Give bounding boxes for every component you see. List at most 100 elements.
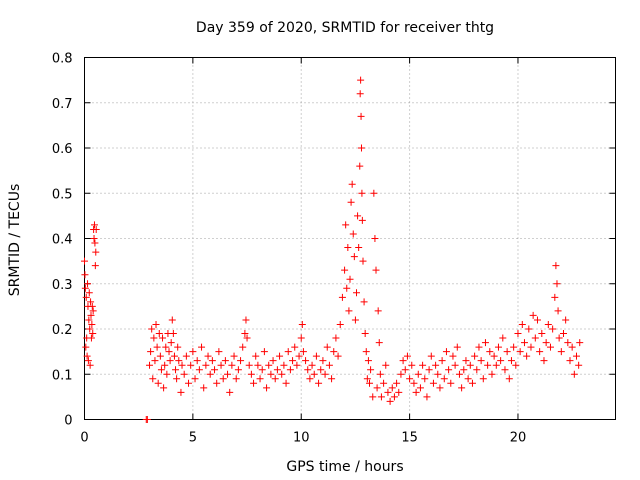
data-point xyxy=(92,225,100,233)
data-point xyxy=(86,361,94,369)
data-point xyxy=(466,361,474,369)
data-point xyxy=(243,334,251,342)
data-point xyxy=(421,375,429,383)
data-point xyxy=(83,352,91,360)
data-point xyxy=(254,361,262,369)
data-point xyxy=(88,302,96,310)
data-point xyxy=(289,357,297,365)
data-point xyxy=(280,361,288,369)
data-point xyxy=(208,357,216,365)
data-point xyxy=(228,361,236,369)
x-tick-label: 10 xyxy=(293,431,310,446)
data-point xyxy=(481,339,489,347)
data-point xyxy=(445,366,453,374)
data-point xyxy=(357,76,365,84)
data-point xyxy=(325,361,333,369)
data-point xyxy=(570,370,578,378)
data-point xyxy=(87,334,95,342)
data-point xyxy=(356,162,364,170)
data-point xyxy=(549,325,557,333)
data-point xyxy=(416,384,424,392)
data-point xyxy=(518,320,526,328)
data-point xyxy=(237,357,245,365)
data-point xyxy=(440,375,448,383)
data-point xyxy=(178,361,186,369)
data-point xyxy=(349,230,357,238)
data-point xyxy=(180,370,188,378)
data-point xyxy=(380,379,388,387)
data-point xyxy=(473,366,481,374)
data-point xyxy=(505,375,513,383)
data-point xyxy=(453,343,461,351)
data-point xyxy=(165,348,173,356)
data-point xyxy=(356,90,364,98)
data-point xyxy=(273,366,281,374)
data-point xyxy=(319,357,327,365)
data-point xyxy=(401,366,409,374)
data-point xyxy=(360,298,368,306)
data-point xyxy=(177,388,185,396)
data-point xyxy=(312,352,320,360)
data-point xyxy=(153,343,161,351)
data-point xyxy=(373,384,381,392)
data-point xyxy=(357,144,365,152)
data-point xyxy=(559,330,567,338)
data-point xyxy=(562,316,570,324)
data-point xyxy=(91,239,99,247)
x-tick-label: 0 xyxy=(80,431,88,446)
data-point xyxy=(475,343,483,351)
data-point xyxy=(343,284,351,292)
data-point xyxy=(479,375,487,383)
data-point xyxy=(525,325,533,333)
data-point xyxy=(460,366,468,374)
data-point xyxy=(143,416,151,423)
data-point xyxy=(84,357,92,365)
data-point xyxy=(546,343,554,351)
data-point xyxy=(310,370,318,378)
data-point xyxy=(157,366,165,374)
data-point xyxy=(247,370,255,378)
data-point xyxy=(572,352,580,360)
y-tick-label: 0.8 xyxy=(52,52,73,67)
data-point xyxy=(523,352,531,360)
data-point xyxy=(82,343,90,351)
data-point xyxy=(477,357,485,365)
data-point xyxy=(468,379,476,387)
data-point xyxy=(399,357,407,365)
data-point xyxy=(455,370,463,378)
data-point xyxy=(260,348,268,356)
data-point xyxy=(221,357,229,365)
data-point xyxy=(189,348,197,356)
data-point xyxy=(374,307,382,315)
data-point xyxy=(215,348,223,356)
y-tick-label: 0.3 xyxy=(52,278,73,293)
data-point xyxy=(557,348,565,356)
data-point xyxy=(347,198,355,206)
data-point xyxy=(576,339,584,347)
data-point xyxy=(488,370,496,378)
data-point xyxy=(298,320,306,328)
data-point xyxy=(553,280,561,288)
data-point xyxy=(555,334,563,342)
data-point xyxy=(363,375,371,383)
data-point xyxy=(350,253,358,261)
data-point xyxy=(234,366,242,374)
data-point xyxy=(155,330,163,338)
data-point xyxy=(564,339,572,347)
data-point xyxy=(152,320,160,328)
data-point xyxy=(330,348,338,356)
data-point xyxy=(169,330,177,338)
data-point xyxy=(568,343,576,351)
data-point xyxy=(269,357,277,365)
data-point xyxy=(200,384,208,392)
data-point xyxy=(336,320,344,328)
data-point xyxy=(89,307,97,315)
x-axis-label: GPS time / hours xyxy=(286,459,403,475)
data-point xyxy=(464,375,472,383)
data-point xyxy=(529,311,537,319)
data-point xyxy=(361,330,369,338)
data-point xyxy=(512,361,520,369)
data-point xyxy=(490,352,498,360)
data-point xyxy=(304,366,312,374)
